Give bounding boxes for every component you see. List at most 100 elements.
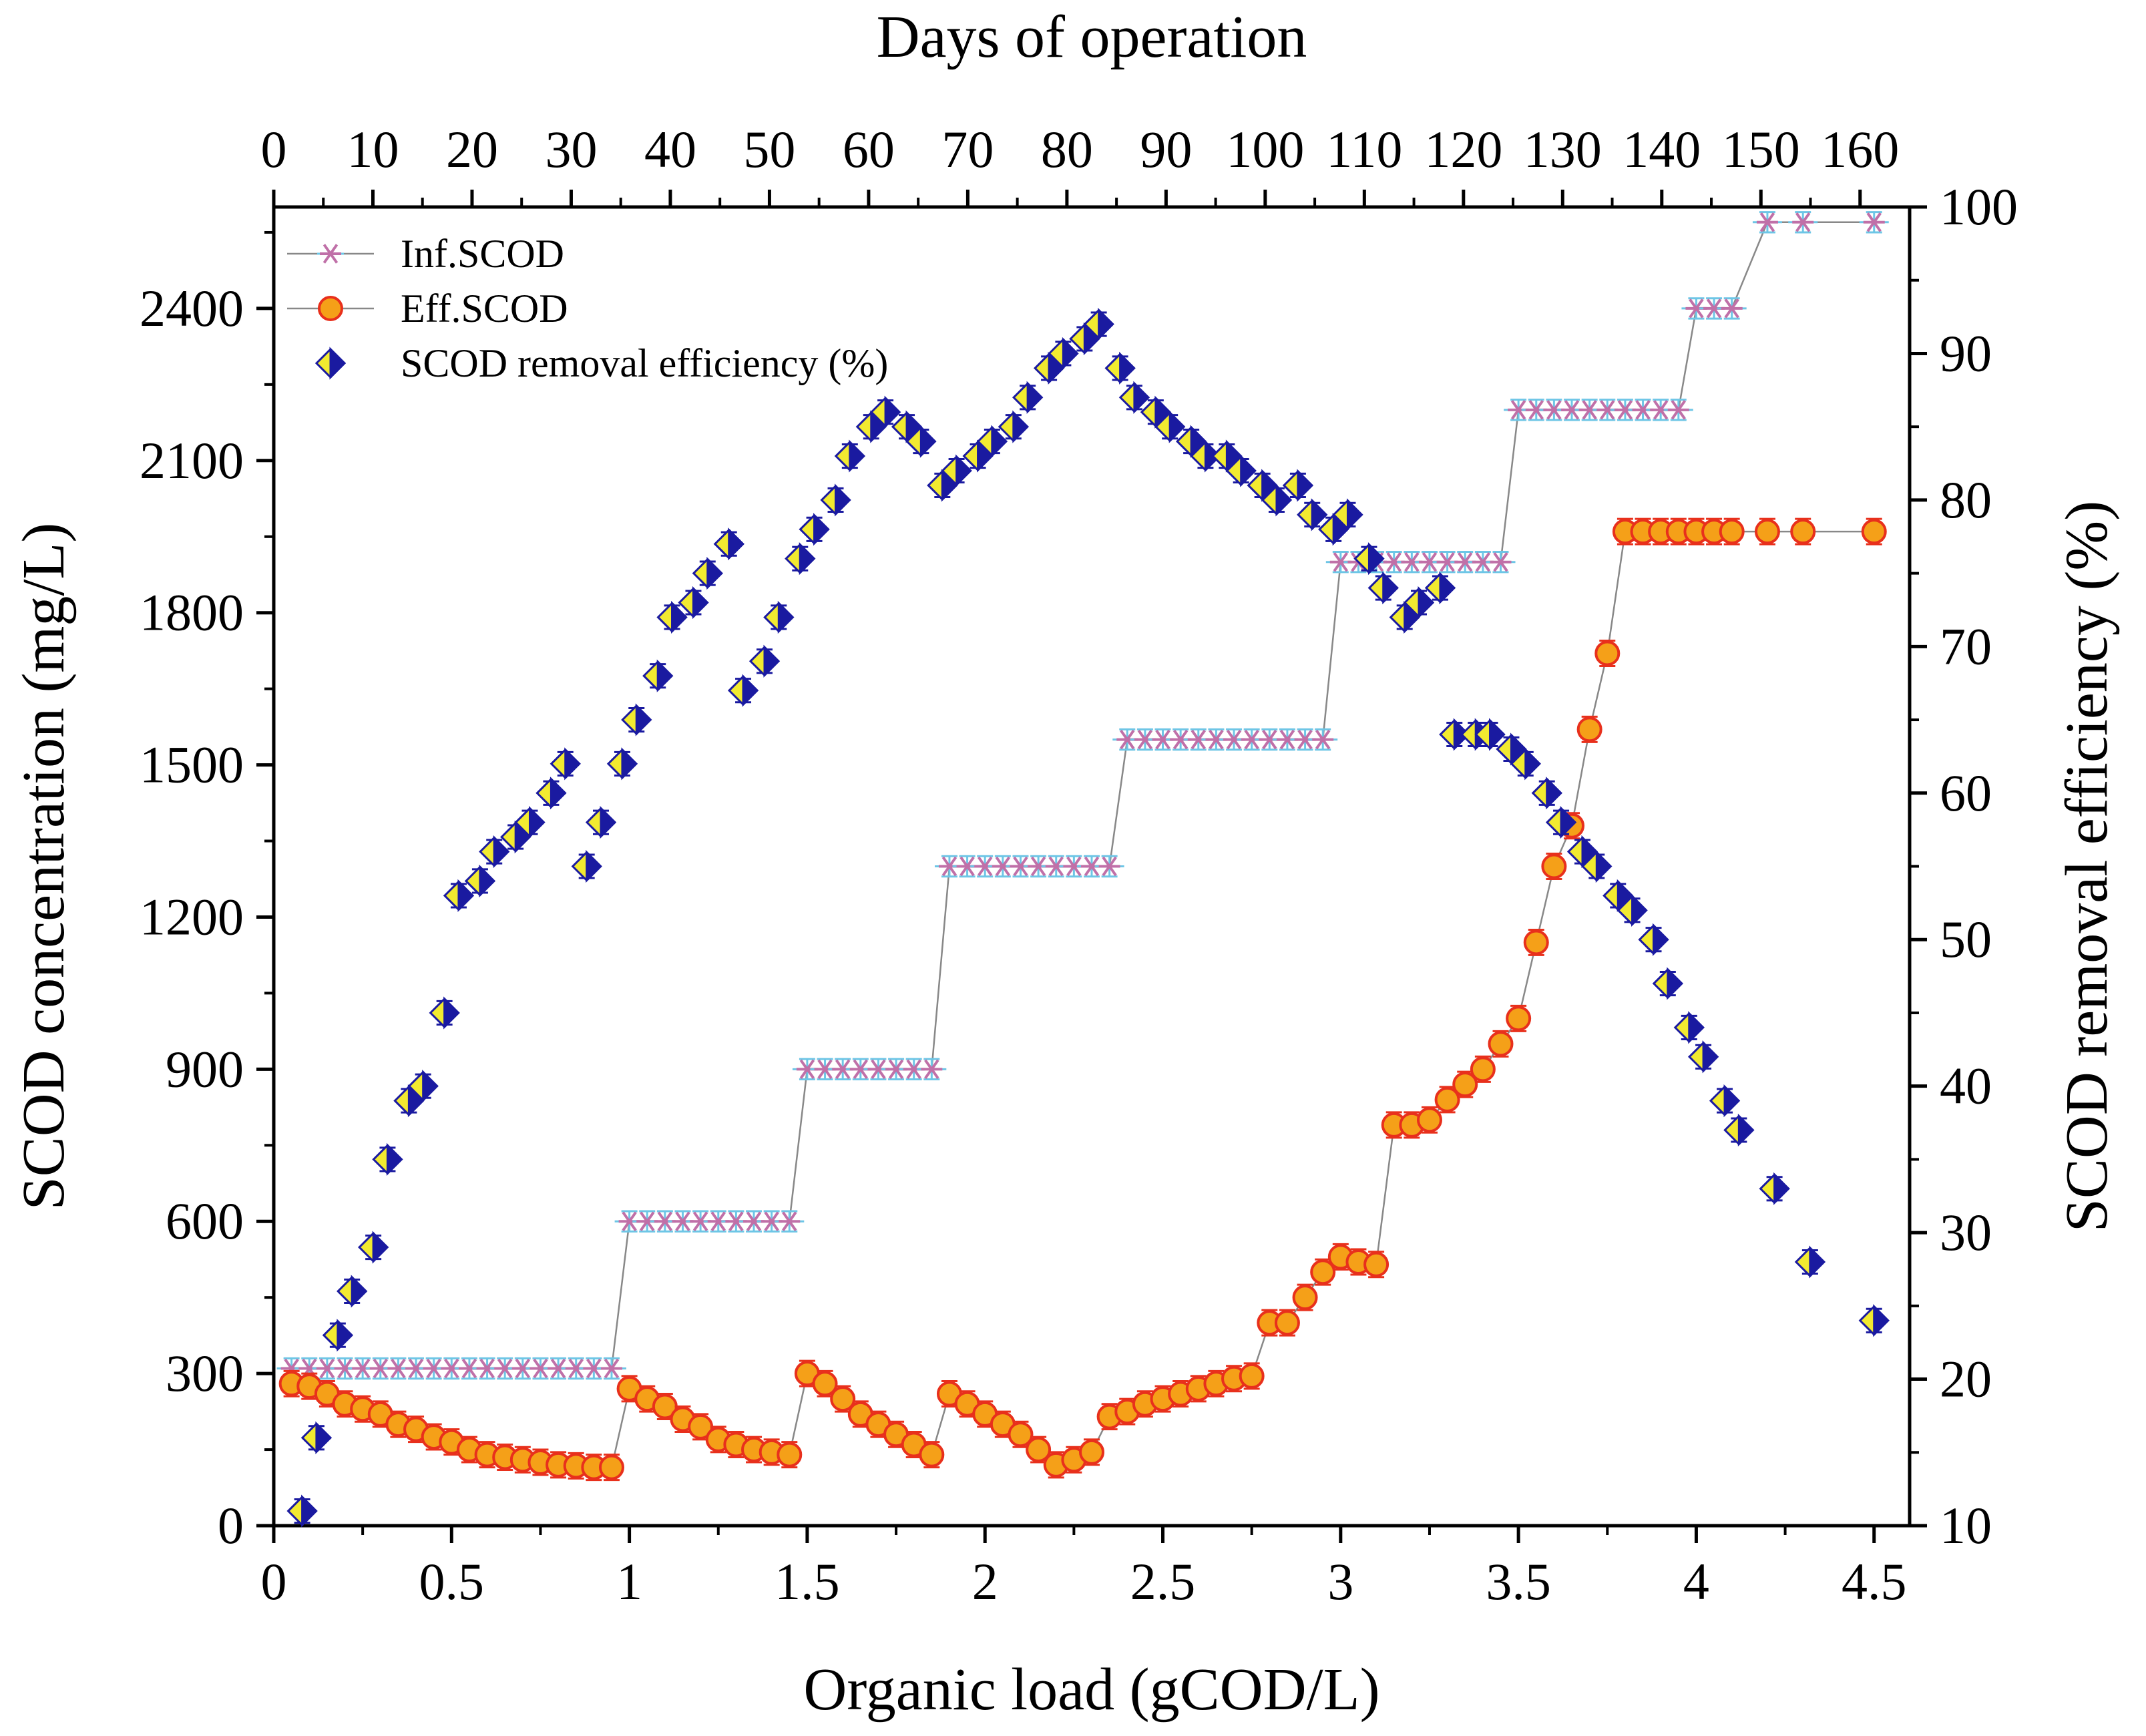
removal-efficiency-point xyxy=(1709,1084,1741,1118)
marker-stroke xyxy=(728,1211,744,1231)
diamond-right-half xyxy=(835,483,851,517)
removal-efficiency-point xyxy=(429,996,460,1030)
marker-stroke xyxy=(533,1358,548,1379)
inf-scod-point xyxy=(1490,552,1512,572)
y-left-tick-label: 600 xyxy=(166,1192,244,1250)
marker-stroke xyxy=(1262,729,1277,750)
marker-stroke xyxy=(1440,552,1455,572)
x-top-tick-label: 40 xyxy=(644,120,696,178)
marker-stroke xyxy=(444,1358,459,1379)
inf-scod-point xyxy=(1312,729,1334,750)
marker-stroke xyxy=(1795,212,1811,232)
x-top-tick-label: 10 xyxy=(347,120,399,178)
marker-stroke xyxy=(1475,552,1491,572)
removal-efficiency-point xyxy=(1154,410,1186,443)
removal-efficiency-point xyxy=(820,483,851,517)
y-right-tick-label: 60 xyxy=(1940,764,1992,822)
removal-efficiency-point xyxy=(322,1319,353,1352)
marker-stroke xyxy=(853,1059,869,1080)
legend-marker xyxy=(318,296,343,321)
eff-scod-point xyxy=(1541,853,1567,879)
marker-stroke xyxy=(1013,856,1028,877)
removal-efficiency-point xyxy=(763,600,795,634)
removal-efficiency-point xyxy=(1261,483,1293,517)
marker-stroke xyxy=(1422,552,1438,572)
eff-scod-point xyxy=(1363,1251,1389,1277)
x-top-tick-label: 140 xyxy=(1623,120,1701,178)
marker-stroke xyxy=(817,1059,833,1080)
diamond-right-half xyxy=(1773,1172,1790,1205)
removal-efficiency-point xyxy=(998,410,1029,443)
eff-scod-point xyxy=(1239,1363,1265,1389)
removal-efficiency-point xyxy=(407,1070,439,1103)
marker-stroke xyxy=(977,856,993,877)
marker-stroke xyxy=(1689,298,1704,318)
diamond-right-half xyxy=(991,425,1008,458)
removal-efficiency-point xyxy=(1794,1245,1826,1279)
removal-efficiency-series xyxy=(286,307,1890,1528)
y-left-tick-label: 1800 xyxy=(140,584,244,642)
inf-scod-point xyxy=(1721,298,1743,318)
marker-stroke xyxy=(1155,729,1170,750)
x-top-tick-label: 20 xyxy=(446,120,498,178)
eff-scod-point xyxy=(1488,1031,1514,1057)
marker-stroke xyxy=(479,1358,495,1379)
removal-efficiency-point xyxy=(286,1494,318,1528)
diamond-right-half xyxy=(337,1319,353,1352)
eff-scod-point xyxy=(1310,1259,1336,1285)
removal-efficiency-point xyxy=(656,600,688,634)
marker-stroke xyxy=(888,1059,904,1080)
marker-stroke xyxy=(1191,729,1207,750)
removal-efficiency-point xyxy=(976,425,1008,458)
legend-marker xyxy=(314,347,347,380)
diamond-right-half xyxy=(919,425,937,458)
x-top-tick-label: 110 xyxy=(1326,120,1402,178)
marker-stroke xyxy=(1209,729,1224,750)
inf-scod-series xyxy=(276,211,1889,1380)
marker-stroke xyxy=(1084,856,1100,877)
marker-stroke xyxy=(799,1059,815,1080)
x-top-tick-label: 80 xyxy=(1041,120,1093,178)
y-right-tick-label: 90 xyxy=(1940,324,1992,382)
diamond-right-half xyxy=(813,513,830,546)
removal-efficiency-point xyxy=(1104,351,1136,385)
removal-efficiency-point xyxy=(834,439,865,473)
marker-stroke xyxy=(323,244,339,264)
diamond-right-half xyxy=(1688,1011,1705,1044)
diamond-right-half xyxy=(1560,806,1577,839)
diamond-right-half xyxy=(884,395,901,429)
eff-scod-point xyxy=(1452,1072,1478,1098)
legend-entry: Inf.SCOD xyxy=(287,232,564,276)
removal-efficiency-point xyxy=(713,527,744,561)
eff-scod-point xyxy=(598,1454,624,1480)
marker-stroke xyxy=(337,1358,353,1379)
marker-stroke xyxy=(586,1358,602,1379)
x-top-tick-label: 30 xyxy=(545,120,597,178)
marker-stroke xyxy=(1564,400,1580,420)
marker-stroke xyxy=(1600,400,1615,420)
x-top-axis-title: Days of operation xyxy=(877,4,1307,70)
diamond-right-half xyxy=(706,556,723,590)
marker-stroke xyxy=(550,1358,566,1379)
legend-label: Inf.SCOD xyxy=(401,232,564,276)
x-bottom-tick-label: 0 xyxy=(261,1552,287,1610)
removal-efficiency-point xyxy=(869,395,901,429)
removal-efficiency-point xyxy=(1510,747,1541,781)
eff-scod-point xyxy=(1754,519,1780,545)
removal-efficiency-point xyxy=(337,1275,368,1308)
eff-scod-point xyxy=(830,1386,856,1412)
marker-stroke xyxy=(657,1211,673,1231)
diamond-right-half xyxy=(1346,498,1363,531)
eff-scod-point xyxy=(1292,1285,1318,1311)
x-bottom-tick-label: 1 xyxy=(616,1552,642,1610)
diamond-right-half xyxy=(1546,777,1562,810)
removal-efficiency-point xyxy=(1048,337,1079,371)
x-top-tick-label: 50 xyxy=(743,120,795,178)
eff-scod-point xyxy=(1416,1107,1442,1133)
diamond-right-half xyxy=(351,1275,368,1308)
marker-stroke xyxy=(835,1059,851,1080)
eff-scod-point xyxy=(777,1442,803,1468)
removal-efficiency-point xyxy=(1687,1040,1719,1074)
x-top-tick-label: 160 xyxy=(1821,120,1899,178)
